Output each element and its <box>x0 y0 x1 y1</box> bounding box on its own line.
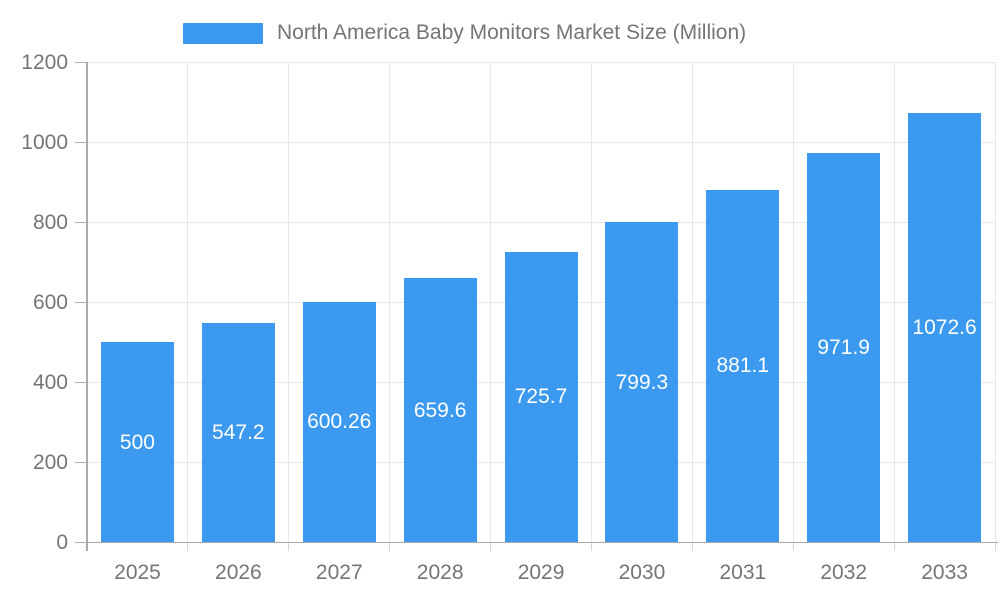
x-axis-label: 2027 <box>315 561 363 584</box>
y-axis-label: 200 <box>32 450 68 474</box>
bar-2031[interactable] <box>706 189 780 542</box>
bar-value-label: 600.26 <box>307 410 372 434</box>
y-axis-tick <box>75 221 87 223</box>
y-axis-tick <box>75 541 87 543</box>
h-gridline <box>87 61 995 63</box>
bar-2025[interactable] <box>100 342 174 542</box>
x-axis-label: 2029 <box>517 561 565 584</box>
v-gridline <box>187 62 189 542</box>
y-axis-label: 800 <box>32 210 68 234</box>
bar-value-label: 659.6 <box>413 398 467 422</box>
x-axis-label: 2030 <box>618 561 666 584</box>
y-axis-tick <box>75 141 87 143</box>
x-axis-tick <box>691 542 693 551</box>
bar-value-label: 1072.6 <box>912 315 977 339</box>
h-gridline <box>87 221 995 223</box>
v-gridline <box>893 62 895 542</box>
v-gridline <box>792 62 794 542</box>
x-axis-label: 2026 <box>215 561 262 584</box>
bar-value-label: 500 <box>119 430 155 454</box>
bar-2028[interactable] <box>403 278 477 542</box>
x-axis-tick <box>288 542 290 551</box>
bar-2029[interactable] <box>504 251 578 542</box>
x-axis-label: 2025 <box>114 561 161 584</box>
x-axis-tick <box>994 542 996 551</box>
bar-value-label: 971.9 <box>817 336 870 360</box>
bar-value-label: 547.2 <box>212 421 265 445</box>
bar-2027[interactable] <box>302 301 376 542</box>
legend-label[interactable]: North America Baby Monitors Market Size … <box>277 21 747 44</box>
x-axis-label: 2031 <box>719 561 767 584</box>
y-axis-tick <box>75 461 87 463</box>
bar-2032[interactable] <box>807 153 881 542</box>
x-axis-tick <box>590 542 592 551</box>
y-axis-line <box>86 62 88 551</box>
x-axis-tick <box>389 542 391 551</box>
x-axis-line <box>87 541 998 543</box>
v-gridline <box>994 62 996 542</box>
bar-value-label: 799.3 <box>615 370 669 394</box>
y-axis-tick <box>75 61 87 63</box>
y-axis-label: 600 <box>32 290 68 314</box>
legend-swatch[interactable] <box>183 23 263 44</box>
y-axis-label: 0 <box>56 530 68 554</box>
bar-value-label: 881.1 <box>716 354 770 378</box>
bar-value-label: 725.7 <box>514 385 568 409</box>
y-axis-label: 1000 <box>21 130 68 154</box>
x-axis-tick <box>893 542 895 551</box>
v-gridline <box>590 62 592 542</box>
legend: North America Baby Monitors Market Size … <box>0 0 1000 56</box>
y-axis-tick <box>75 301 87 303</box>
bar-2030[interactable] <box>605 222 679 542</box>
x-axis-label: 2033 <box>921 561 968 584</box>
x-axis-label: 2032 <box>820 561 868 584</box>
x-axis-tick <box>490 542 492 551</box>
y-axis-label: 400 <box>32 370 68 394</box>
v-gridline <box>691 62 693 542</box>
x-axis-tick <box>187 542 189 551</box>
bar-2033[interactable] <box>908 112 982 542</box>
h-gridline <box>87 141 995 143</box>
bar-2026[interactable] <box>201 323 275 542</box>
y-axis-tick <box>75 381 87 383</box>
v-gridline <box>389 62 391 542</box>
x-axis-label: 2028 <box>416 561 464 584</box>
y-axis-label: 1200 <box>21 50 68 74</box>
v-gridline <box>490 62 492 542</box>
v-gridline <box>288 62 290 542</box>
x-axis-tick <box>792 542 794 551</box>
